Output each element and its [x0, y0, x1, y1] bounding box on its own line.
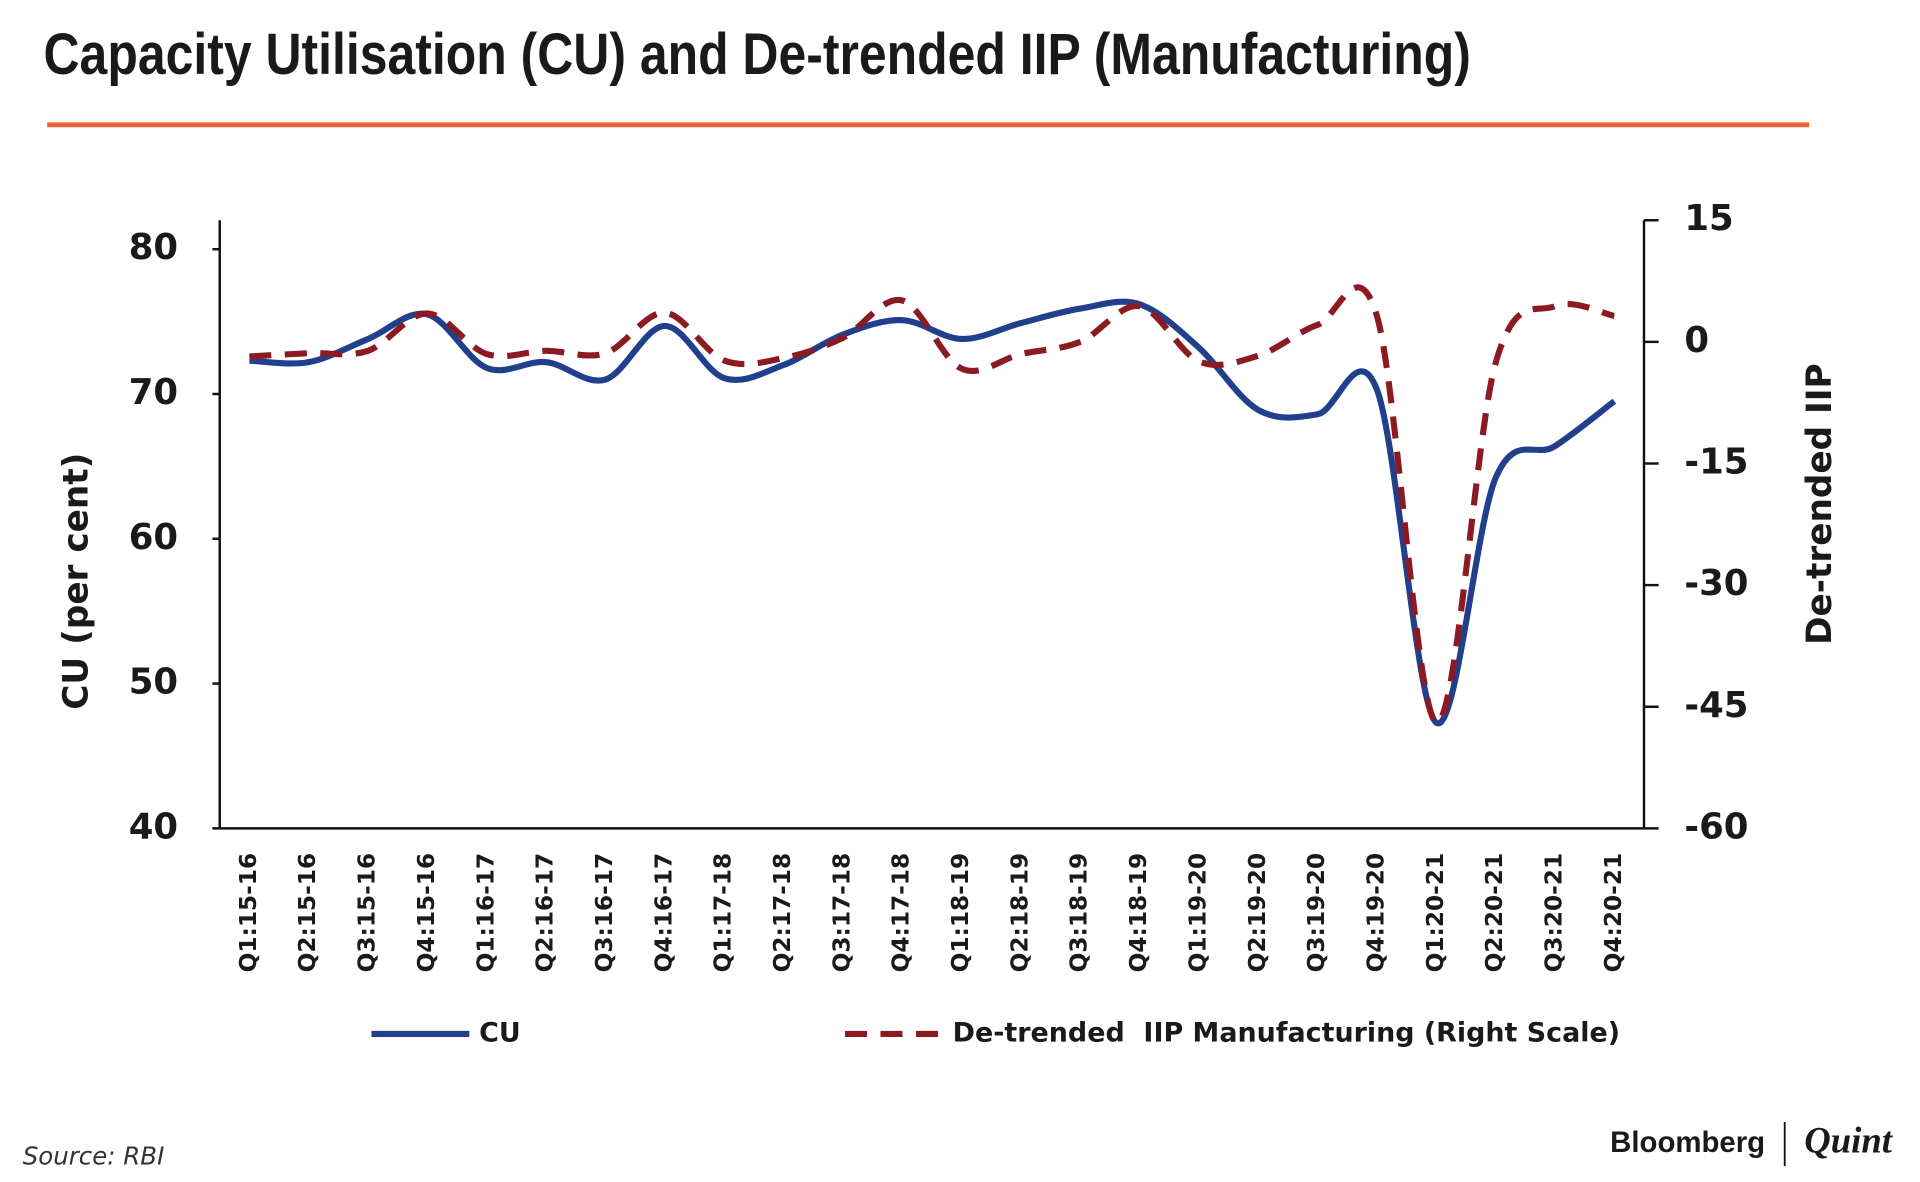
chart-title: Capacity Utilisation (CU) and De-trended… [44, 21, 1471, 87]
x-tick-label: Q4:19-20 [1362, 853, 1389, 973]
y2-axis-title: De-trended IIP [1800, 363, 1840, 645]
y2-tick-label: -30 [1684, 563, 1748, 604]
x-tick-label: Q4:15-16 [413, 853, 440, 973]
x-tick-label: Q3:19-20 [1303, 853, 1330, 973]
y-tick-label: 70 [129, 372, 178, 413]
legend-label: De-trended IIP Manufacturing (Right Scal… [953, 1017, 1620, 1048]
x-tick-label: Q4:18-19 [1125, 853, 1152, 973]
x-tick-label: Q1:19-20 [1184, 853, 1211, 973]
x-tick-label: Q2:17-18 [769, 853, 796, 973]
y-tick-label: 60 [129, 517, 178, 558]
y-tick-label: 50 [129, 662, 178, 703]
x-tick-label: Q3:18-19 [1066, 853, 1093, 973]
x-tick-label: Q1:18-19 [947, 853, 974, 973]
x-tick-label: Q2:15-16 [294, 853, 321, 973]
x-tick-label: Q2:19-20 [1244, 853, 1271, 973]
y2-tick-label: -60 [1684, 806, 1748, 847]
brand-right: Quint [1804, 1119, 1893, 1160]
x-tick-label: Q1:15-16 [235, 853, 262, 973]
x-tick-label: Q1:16-17 [472, 853, 499, 973]
x-tick-label: Q1:17-18 [710, 853, 737, 973]
y-tick-label: 80 [129, 227, 178, 268]
x-tick-label: Q2:18-19 [1006, 853, 1033, 973]
y-axis-title: CU (per cent) [56, 453, 96, 710]
legend-label: CU [479, 1017, 521, 1048]
y2-tick-label: 0 [1684, 320, 1709, 361]
x-tick-label: Q4:17-18 [888, 853, 915, 973]
brand-left: Bloomberg [1610, 1126, 1765, 1159]
y2-tick-label: -15 [1684, 442, 1748, 483]
x-tick-label: Q4:16-17 [650, 853, 677, 973]
y-tick-label: 40 [129, 806, 178, 847]
x-tick-label: Q4:20-21 [1600, 853, 1627, 973]
series-line [249, 298, 1617, 727]
source: Source: RBI [23, 1142, 165, 1171]
series-line [249, 284, 1616, 726]
y2-tick-label: 15 [1684, 198, 1733, 239]
x-tick-label: Q2:20-21 [1481, 853, 1508, 973]
y2-tick-label: -45 [1684, 685, 1748, 726]
x-tick-label: Q3:15-16 [354, 853, 381, 973]
x-tick-label: Q3:20-21 [1540, 853, 1567, 973]
x-tick-label: Q2:16-17 [532, 853, 559, 973]
x-tick-label: Q3:16-17 [591, 853, 618, 973]
x-tick-label: Q3:17-18 [828, 853, 855, 973]
x-tick-label: Q1:20-21 [1422, 853, 1449, 973]
